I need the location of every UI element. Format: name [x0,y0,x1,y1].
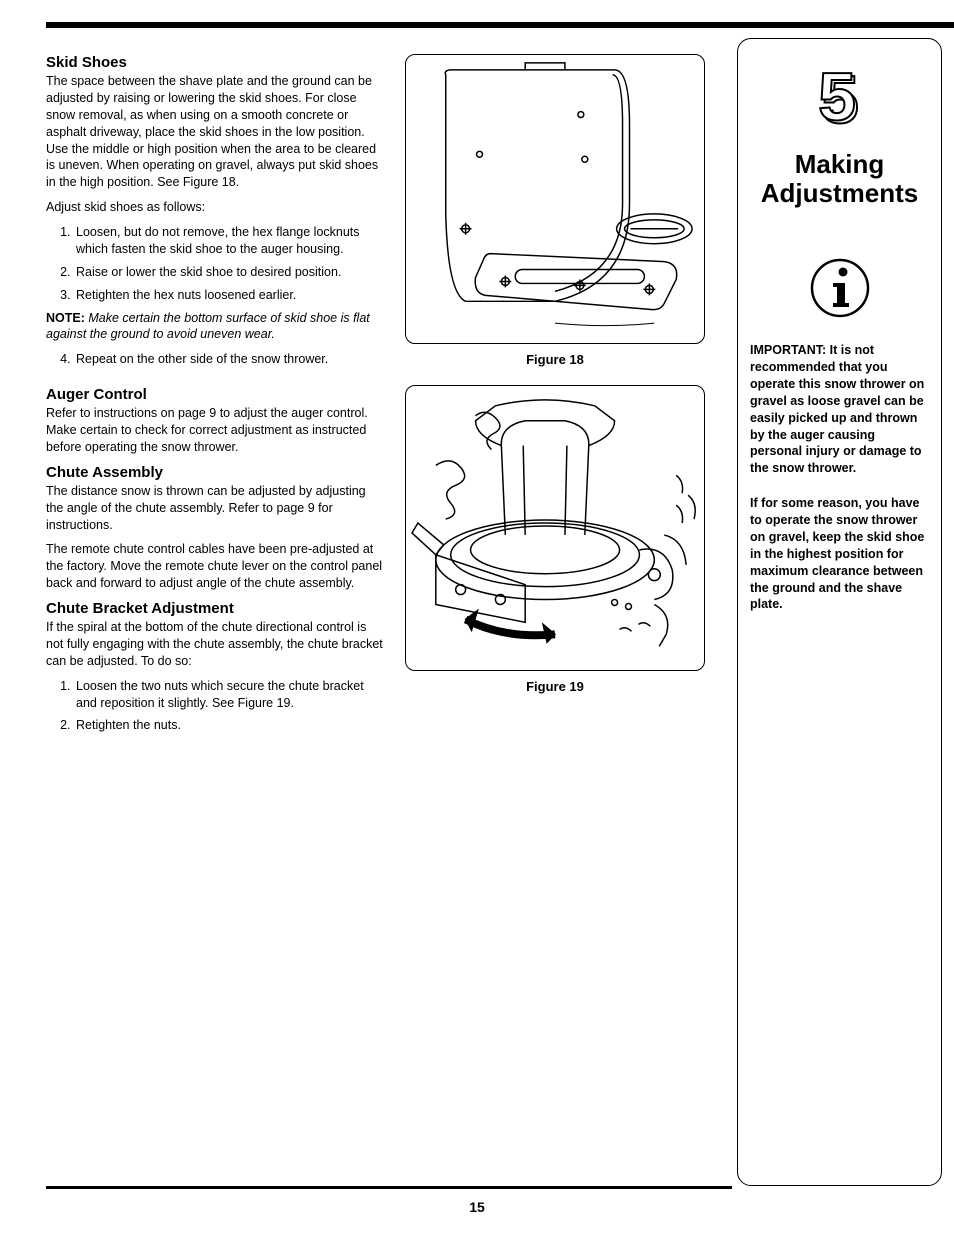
figure-19-box [405,385,705,671]
skid-shoes-p2: Adjust skid shoes as follows: [46,199,386,216]
skid-shoes-p1: The space between the shave plate and th… [46,73,386,191]
skid-shoes-note: NOTE: Make certain the bottom surface of… [46,310,386,344]
note-text: Make certain the bottom surface of skid … [46,311,370,342]
main-column: Skid Shoes The space between the shave p… [46,54,386,740]
chute-bracket-p1: If the spiral at the bottom of the chute… [46,619,386,670]
figure-column: Figure 18 [405,54,705,712]
chute-bracket-steps: Loosen the two nuts which secure the chu… [46,678,386,735]
sidebar-important-p2: If for some reason, you have to operate … [750,495,929,613]
info-icon [750,257,929,324]
heading-chute-assembly: Chute Assembly [46,464,386,481]
bottom-rule [46,1186,732,1189]
note-label: NOTE: [46,311,85,325]
list-item: Raise or lower the skid shoe to desired … [74,264,386,281]
figure-18-illustration [406,54,704,344]
figure-19-caption: Figure 19 [405,679,705,694]
chapter-title-line2: Adjustments [761,178,918,208]
list-item: Retighten the nuts. [74,717,386,734]
sidebar-important-p1: IMPORTANT: It is not recommended that yo… [750,342,929,477]
svg-text:5: 5 [818,63,856,135]
chapter-title-line1: Making [795,149,885,179]
figure-18-caption: Figure 18 [405,352,705,367]
list-item: Repeat on the other side of the snow thr… [74,351,386,368]
heading-auger-control: Auger Control [46,386,386,403]
heading-chute-bracket: Chute Bracket Adjustment [46,600,386,617]
sidebar: 5 5 Making Adjustments IMPORTANT: It is … [737,38,942,1186]
list-item: Loosen the two nuts which secure the chu… [74,678,386,712]
top-rule [46,22,954,28]
chute-assembly-p1: The distance snow is thrown can be adjus… [46,483,386,534]
figure-18-box [405,54,705,344]
chapter-number-icon: 5 5 [750,63,929,148]
chute-assembly-p2: The remote chute control cables have bee… [46,541,386,592]
figure-19-illustration [406,385,704,671]
auger-control-p1: Refer to instructions on page 9 to adjus… [46,405,386,456]
page-number: 15 [0,1199,954,1215]
heading-skid-shoes: Skid Shoes [46,54,386,71]
list-item: Loosen, but do not remove, the hex flang… [74,224,386,258]
chapter-title: Making Adjustments [750,150,929,207]
list-item: Retighten the hex nuts loosened earlier. [74,287,386,304]
skid-shoes-step4: Repeat on the other side of the snow thr… [46,351,386,368]
skid-shoes-steps: Loosen, but do not remove, the hex flang… [46,224,386,304]
